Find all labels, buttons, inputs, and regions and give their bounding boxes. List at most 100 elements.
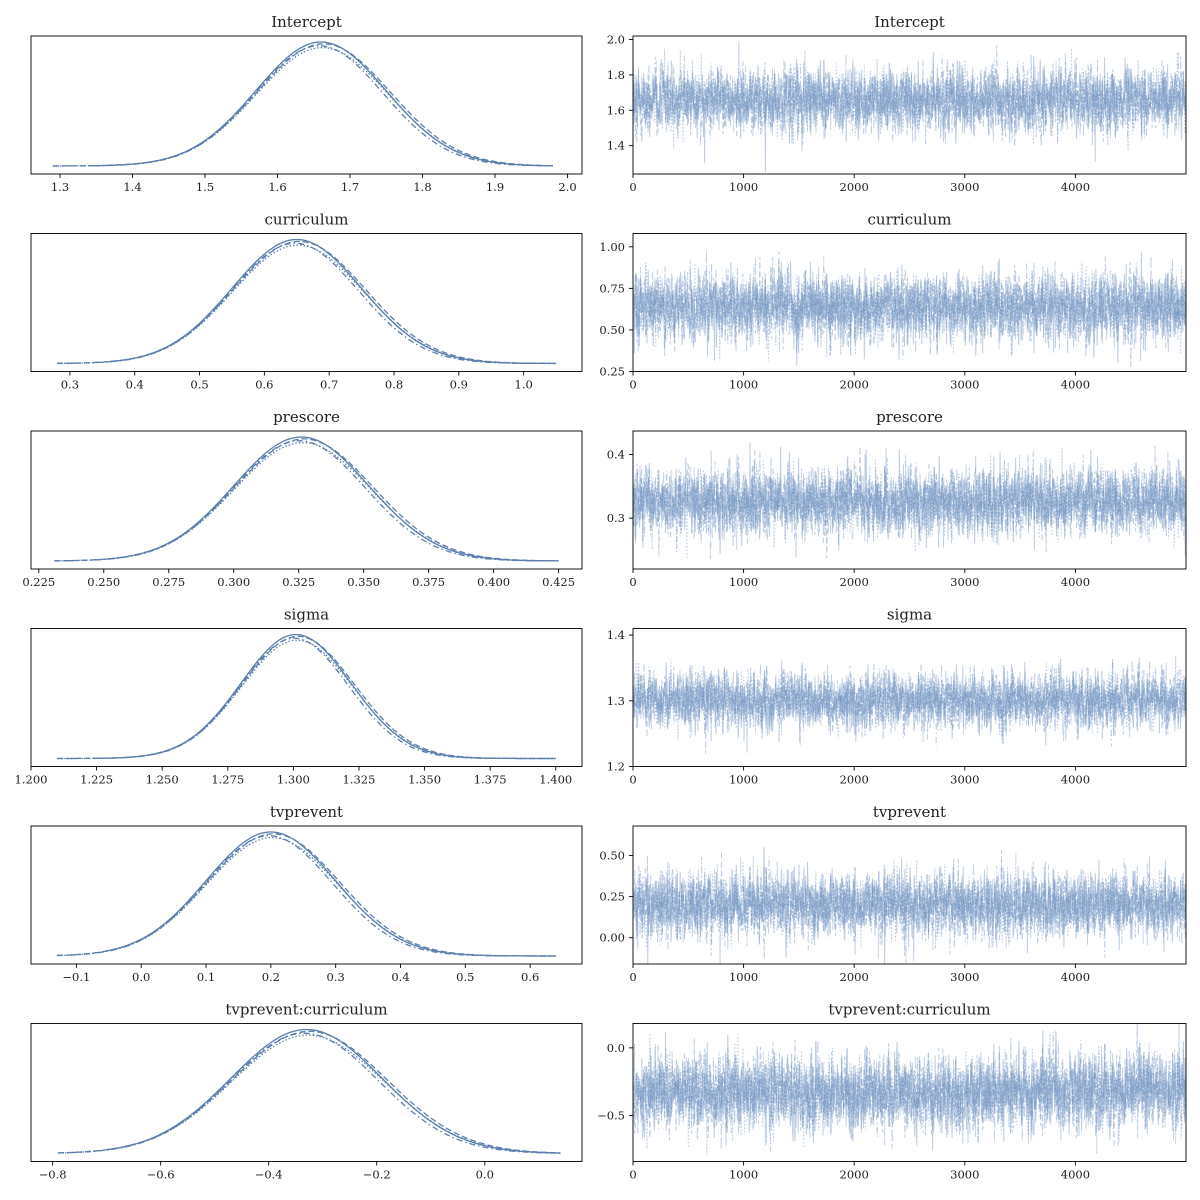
trace-y-tick-label: 1.2 [607,760,625,774]
trace-panel-3: sigma 1.2 1.3 1.4 0 1000 2000 3000 4000 [607,606,1187,787]
trace-title: tvprevent:curriculum [828,1001,990,1019]
density-axes-frame [30,430,583,570]
trace-x-tick-label: 1000 [729,180,758,194]
trace-line-chain-3 [633,445,1186,559]
trace-x-tick-label: 1000 [729,575,758,589]
density-x-tick-label: 1.300 [277,773,310,787]
trace-x-tick-label: 1000 [729,378,758,392]
trace-axes-frame [632,35,1187,175]
trace-title: prescore [876,408,943,426]
density-x-tick-label: 0.400 [477,575,510,589]
density-x-tick-label: 1.350 [408,773,441,787]
density-x-tick-label: 1.325 [343,773,376,787]
density-line-chain-3 [56,835,557,957]
density-x-tick-label: 0.9 [450,378,468,392]
density-x-tick-label: 0.3 [327,970,345,984]
density-x-tick-label: 1.200 [15,773,48,787]
trace-panel-1: curriculum 0.25 0.50 0.75 1.00 0 1000 2000 3000 4… [599,211,1187,392]
density-x-tick-label: 0.7 [320,378,338,392]
density-line-chain-1 [108,1028,561,1154]
density-line-chain-2 [57,1030,561,1154]
density-line-chain-4 [58,1034,561,1154]
trace-y-tick-label: 0.3 [607,511,625,525]
density-panel-4: tvprevent −0.1 0.0 0.1 0.2 0.3 0.4 0.5 0.6 [30,803,583,984]
trace-x-tick-label: 1000 [729,1168,758,1182]
trace-title: sigma [887,606,932,624]
density-line-chain-3 [54,440,559,562]
density-line-chain-2 [57,635,556,760]
density-x-tick-label: −0.2 [363,1168,391,1182]
density-title: tvprevent:curriculum [225,1001,387,1019]
density-x-tick-label: 0.2 [262,970,280,984]
trace-x-tick-label: 1000 [729,970,758,984]
density-x-tick-label: 0.5 [190,378,208,392]
density-x-tick-label: 1.275 [211,773,244,787]
density-panel-1: curriculum 0.3 0.4 0.5 0.6 0.7 0.8 0.9 1.0 [30,211,583,392]
density-axes-frame [30,825,583,965]
trace-x-tick-label: 4000 [1061,180,1090,194]
density-x-tick-label: 1.8 [413,180,431,194]
trace-x-tick-label: 2000 [840,773,869,787]
trace-line-chain-1 [633,1030,1186,1151]
trace-x-tick-label: 3000 [950,180,979,194]
trace-y-tick-label: 1.8 [607,68,625,82]
density-line-chain-3 [57,1032,561,1154]
density-line-chain-4 [52,46,553,167]
density-axes-frame [30,1023,583,1162]
density-line-chain-3 [56,242,557,365]
trace-line-chain-4 [633,48,1186,151]
trace-x-tick-label: 0 [629,378,636,392]
trace-x-tick-label: 4000 [1061,378,1090,392]
density-x-tick-label: 0.250 [87,575,120,589]
trace-line-chain-1 [633,846,1186,964]
trace-line-chain-2 [633,41,1186,152]
density-x-tick-label: 1.225 [80,773,113,787]
density-x-tick-label: −0.8 [39,1168,67,1182]
density-line-chain-2 [54,438,559,562]
density-line-chain-1 [107,633,556,760]
density-panel-0: Intercept 1.3 1.4 1.5 1.6 1.7 1.8 1.9 2.0 [30,13,583,194]
trace-panel-5: tvprevent:curriculum −0.5 0.0 0 1000 2000 3000… [597,1001,1187,1182]
trace-y-tick-label: 0.75 [599,281,625,295]
density-panel-3: sigma 1.200 1.225 1.250 1.275 1.300 1.325 1.350… [15,606,583,787]
trace-line-chain-4 [633,655,1186,745]
density-x-tick-label: 1.4 [123,180,141,194]
trace-title: curriculum [868,211,952,229]
trace-line-chain-2 [633,251,1186,361]
trace-x-tick-label: 2000 [840,970,869,984]
density-x-tick-label: 0.300 [217,575,250,589]
trace-x-tick-label: 0 [629,575,636,589]
trace-y-tick-label: 1.4 [607,139,625,153]
trace-axes-frame [632,1023,1187,1162]
density-x-tick-label: −0.1 [62,970,90,984]
trace-y-tick-label: 0.50 [599,849,625,863]
trace-y-tick-label: 0.00 [599,931,625,945]
trace-x-tick-label: 4000 [1061,575,1090,589]
density-x-tick-label: 1.6 [268,180,286,194]
density-x-tick-label: −0.4 [255,1168,283,1182]
density-x-tick-label: 0.5 [456,970,474,984]
trace-line-chain-2 [633,1023,1186,1148]
density-line-chain-2 [56,833,557,957]
trace-panel-0: Intercept 1.4 1.6 1.8 2.0 0 1000 2000 3000 4000 [607,13,1187,194]
trace-x-tick-label: 0 [629,180,636,194]
trace-panel-4: tvprevent 0.00 0.25 0.50 0 1000 2000 3000 4000 [599,803,1187,984]
trace-y-tick-label: 0.25 [599,890,625,904]
trace-line-chain-3 [633,1031,1186,1153]
density-x-tick-label: 1.400 [539,773,572,787]
trace-y-tick-label: 1.3 [607,694,625,708]
density-line-chain-2 [52,43,554,167]
trace-x-tick-label: 2000 [840,378,869,392]
trace-panel-2: prescore 0.3 0.4 0 1000 2000 3000 4000 [607,408,1187,589]
trace-x-tick-label: 2000 [840,575,869,589]
trace-series [633,655,1186,754]
trace-x-tick-label: 4000 [1061,773,1090,787]
trace-x-tick-label: 3000 [950,773,979,787]
density-axes-frame [30,233,583,372]
density-x-tick-label: 2.0 [558,180,576,194]
density-x-tick-label: 0.350 [347,575,380,589]
density-x-tick-label: 1.375 [474,773,507,787]
density-x-tick-label: 0.6 [521,970,539,984]
density-line-chain-2 [56,240,557,365]
